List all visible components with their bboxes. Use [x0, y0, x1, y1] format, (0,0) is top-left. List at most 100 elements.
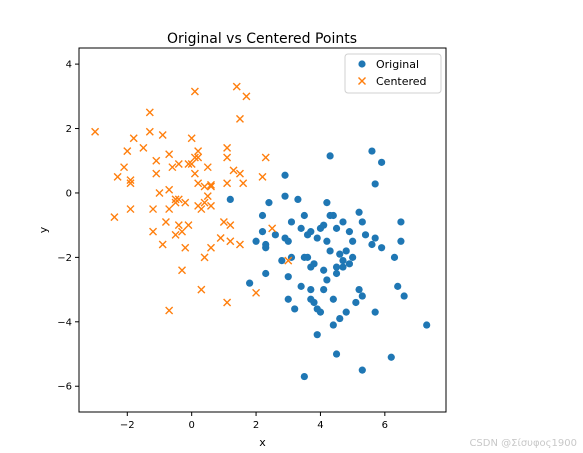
- point-original-3: [258, 211, 267, 220]
- point-original-56: [339, 218, 347, 226]
- point-original-61: [345, 228, 354, 236]
- legend-box: [344, 53, 442, 94]
- point-original-10: [278, 257, 286, 265]
- point-centered-38: [190, 169, 199, 178]
- point-original-66: [355, 208, 363, 216]
- point-centered-40: [190, 87, 199, 96]
- point-original-82: [397, 218, 405, 226]
- point-original-4: [258, 228, 267, 236]
- point-original-27: [303, 253, 312, 261]
- point-original-64: [352, 298, 360, 307]
- point-original-18: [287, 218, 296, 226]
- x-tick-label: 6: [382, 420, 388, 431]
- point-original-0: [226, 195, 234, 203]
- point-centered-29: [174, 159, 183, 168]
- point-centered-9: [139, 143, 148, 152]
- point-centered-34: [184, 159, 193, 168]
- point-original-7: [262, 244, 270, 252]
- point-original-72: [368, 240, 376, 249]
- x-tick-label: 4: [317, 420, 323, 431]
- point-original-21: [297, 224, 305, 232]
- point-original-63: [349, 253, 357, 261]
- x-tick-label: 2: [253, 420, 259, 431]
- point-original-28: [307, 228, 315, 236]
- point-original-42: [323, 237, 331, 245]
- point-centered-7: [126, 205, 135, 214]
- data-points-layer: [91, 82, 431, 381]
- point-original-44: [326, 152, 334, 160]
- point-centered-63: [229, 166, 238, 175]
- point-centered-56: [219, 217, 228, 226]
- chart-title: Original vs Centered Points: [167, 31, 357, 47]
- point-original-57: [339, 257, 347, 265]
- point-original-69: [358, 366, 366, 374]
- point-centered-36: [187, 159, 196, 168]
- point-original-76: [378, 158, 386, 166]
- point-centered-37: [187, 134, 196, 143]
- legend-original-marker: [358, 60, 366, 68]
- point-original-43: [323, 276, 331, 284]
- point-centered-17: [158, 240, 167, 249]
- point-centered-16: [155, 188, 164, 197]
- point-original-62: [349, 237, 357, 245]
- point-centered-42: [194, 179, 203, 188]
- legend: Original Centered: [344, 53, 442, 94]
- point-centered-49: [200, 198, 209, 207]
- point-centered-73: [268, 224, 277, 233]
- point-centered-68: [239, 179, 248, 188]
- point-original-49: [329, 211, 337, 220]
- point-original-30: [307, 285, 315, 294]
- point-centered-59: [223, 153, 232, 162]
- point-centered-52: [206, 182, 215, 191]
- point-centered-43: [194, 147, 203, 156]
- point-centered-18: [158, 130, 167, 139]
- point-original-14: [284, 237, 292, 245]
- point-centered-66: [235, 169, 244, 178]
- x-axis-label: x: [259, 436, 266, 449]
- legend-centered-marker: [358, 77, 366, 85]
- point-original-33: [310, 260, 318, 268]
- point-original-60: [342, 247, 350, 255]
- point-original-55: [336, 250, 344, 258]
- point-centered-57: [223, 179, 232, 188]
- point-centered-26: [171, 230, 180, 239]
- point-centered-60: [223, 298, 232, 307]
- point-centered-14: [152, 169, 161, 178]
- point-original-39: [320, 221, 328, 229]
- y-axis-ticks: −6 −4 −2 0 2 4: [57, 60, 79, 393]
- point-original-67: [358, 218, 366, 226]
- point-centered-46: [197, 205, 206, 214]
- point-original-71: [368, 147, 376, 155]
- point-centered-23: [165, 306, 174, 315]
- point-centered-25: [171, 195, 180, 204]
- point-original-16: [284, 295, 292, 303]
- point-original-65: [355, 285, 363, 294]
- y-tick-label: 2: [66, 124, 72, 135]
- point-original-15: [284, 273, 292, 281]
- point-original-19: [291, 305, 299, 313]
- point-original-68: [358, 292, 366, 300]
- point-original-38: [320, 285, 328, 294]
- point-original-2: [252, 237, 260, 245]
- point-centered-12: [149, 205, 158, 214]
- point-centered-69: [242, 92, 251, 101]
- x-tick-label: 0: [188, 420, 194, 431]
- point-original-85: [313, 305, 321, 313]
- point-centered-76: [174, 195, 183, 204]
- point-original-32: [310, 298, 318, 307]
- y-tick-label: −4: [57, 317, 72, 328]
- point-centered-33: [181, 243, 190, 252]
- point-centered-2: [113, 172, 122, 181]
- y-axis-label: y: [37, 226, 50, 233]
- point-original-24: [300, 372, 308, 381]
- point-centered-0: [91, 127, 100, 136]
- point-centered-41: [194, 153, 203, 162]
- point-original-83: [400, 292, 408, 300]
- point-centered-51: [203, 192, 212, 201]
- y-tick-label: −2: [57, 253, 72, 264]
- point-original-52: [332, 224, 341, 232]
- point-centered-8: [129, 134, 138, 143]
- point-centered-54: [206, 201, 215, 210]
- point-original-11: [281, 171, 289, 179]
- point-centered-62: [226, 237, 235, 246]
